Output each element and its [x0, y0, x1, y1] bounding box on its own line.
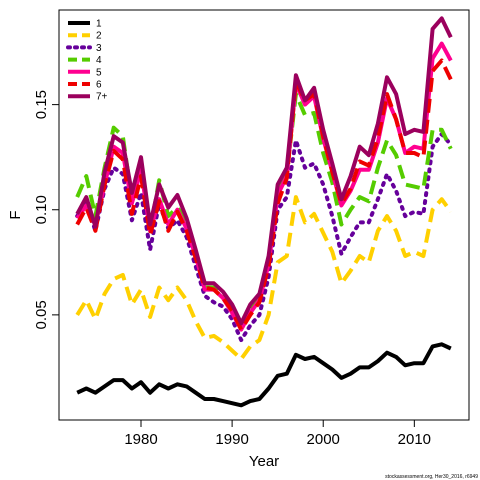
legend-label-6: 6 [96, 80, 102, 91]
legend-label-7plus: 7+ [96, 92, 108, 103]
plot-frame [58, 9, 470, 421]
legend-label-1: 1 [96, 19, 102, 30]
series-line-6 [75, 58, 453, 332]
y-tick-label: 0.05 [33, 300, 50, 329]
footer-note: stockassessment.org, Her30_2016, r6949 [385, 474, 478, 480]
x-tick-label: 1980 [124, 431, 157, 448]
y-tick-label: 0.15 [33, 90, 50, 119]
series-line-2 [75, 195, 453, 361]
x-axis: 1980 1990 2000 2010 [124, 420, 431, 448]
series-line-7plus [75, 16, 453, 326]
series-line-1 [76, 342, 452, 408]
legend-label-4: 4 [96, 55, 102, 66]
x-tick-label: 1990 [215, 431, 248, 448]
plot-lines [75, 16, 453, 408]
x-tick-label: 2000 [307, 431, 340, 448]
y-tick-label: 0.10 [33, 195, 50, 224]
legend-label-5: 5 [96, 67, 102, 78]
x-tick-label: 2010 [398, 431, 431, 448]
legend-label-3: 3 [96, 43, 102, 54]
legend-label-2: 2 [96, 31, 102, 42]
y-axis-title: F [7, 210, 24, 219]
series-line-3 [75, 132, 453, 343]
x-axis-title: Year [249, 453, 279, 470]
y-axis: 0.05 0.10 0.15 [33, 90, 59, 329]
